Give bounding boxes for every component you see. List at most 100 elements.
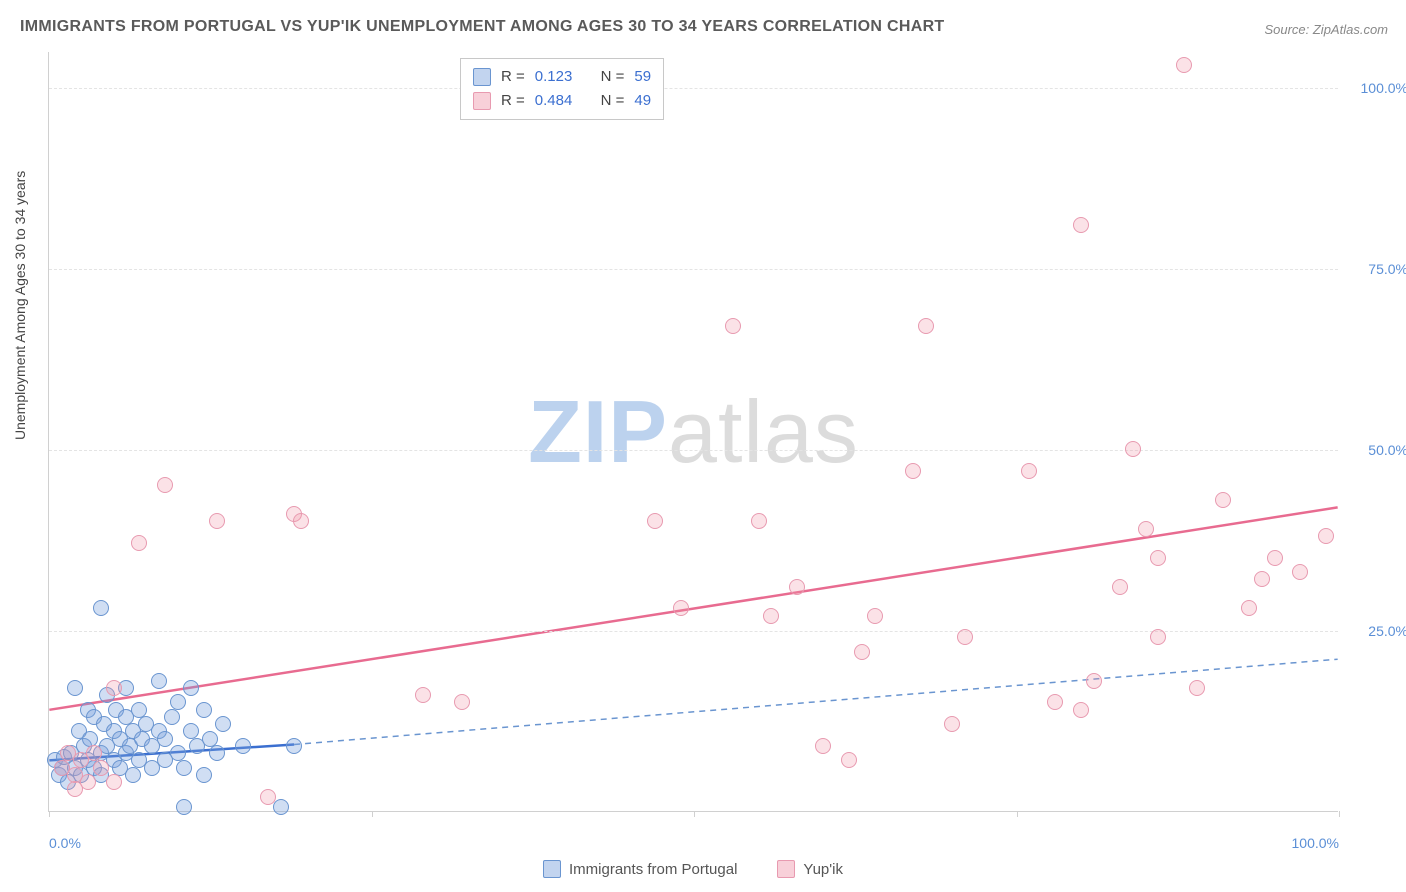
trend-line [294, 659, 1338, 744]
trend-lines [49, 52, 1338, 811]
data-point [1215, 492, 1231, 508]
r-label: R = [501, 89, 525, 113]
data-point [293, 513, 309, 529]
data-point [1292, 564, 1308, 580]
data-point [454, 694, 470, 710]
data-point [176, 760, 192, 776]
data-point [415, 687, 431, 703]
swatch-portugal [473, 68, 491, 86]
data-point [209, 745, 225, 761]
correlation-row-yupik: R = 0.484 N = 49 [473, 89, 651, 113]
n-label: N = [601, 89, 625, 113]
data-point [1125, 441, 1141, 457]
source-attribution: Source: ZipAtlas.com [1264, 22, 1388, 37]
data-point [647, 513, 663, 529]
data-point [1176, 57, 1192, 73]
data-point [196, 767, 212, 783]
data-point [131, 535, 147, 551]
data-point [1073, 217, 1089, 233]
watermark-atlas: atlas [668, 382, 859, 481]
x-tick [694, 811, 695, 817]
legend-swatch-yupik [777, 860, 795, 878]
data-point [1254, 571, 1270, 587]
data-point [815, 738, 831, 754]
trend-line [49, 507, 1337, 709]
data-point [183, 680, 199, 696]
correlation-row-portugal: R = 0.123 N = 59 [473, 65, 651, 89]
data-point [1047, 694, 1063, 710]
data-point [1112, 579, 1128, 595]
gridline [49, 88, 1338, 89]
n-label: N = [601, 65, 625, 89]
r-value-yupik: 0.484 [535, 89, 573, 113]
data-point [1021, 463, 1037, 479]
y-tick-label: 25.0% [1348, 623, 1406, 639]
x-tick-label: 100.0% [1292, 835, 1339, 851]
gridline [49, 269, 1338, 270]
series-legend: Immigrants from Portugal Yup'ik [48, 860, 1338, 878]
data-point [106, 680, 122, 696]
chart-title: IMMIGRANTS FROM PORTUGAL VS YUP'IK UNEMP… [20, 18, 945, 36]
data-point [854, 644, 870, 660]
plot-area: ZIPatlas 25.0%50.0%75.0%100.0%0.0%100.0% [48, 52, 1338, 812]
x-tick [49, 811, 50, 817]
gridline [49, 450, 1338, 451]
data-point [157, 731, 173, 747]
r-value-portugal: 0.123 [535, 65, 573, 89]
swatch-yupik [473, 92, 491, 110]
data-point [170, 694, 186, 710]
data-point [918, 318, 934, 334]
y-axis-label: Unemployment Among Ages 30 to 34 years [12, 171, 28, 440]
data-point [286, 738, 302, 754]
data-point [1150, 550, 1166, 566]
data-point [763, 608, 779, 624]
data-point [1138, 521, 1154, 537]
data-point [673, 600, 689, 616]
data-point [957, 629, 973, 645]
legend-item-portugal: Immigrants from Portugal [543, 860, 737, 878]
data-point [215, 716, 231, 732]
data-point [260, 789, 276, 805]
data-point [151, 673, 167, 689]
x-tick [372, 811, 373, 817]
data-point [209, 513, 225, 529]
data-point [196, 702, 212, 718]
data-point [273, 799, 289, 815]
legend-item-yupik: Yup'ik [777, 860, 843, 878]
gridline [49, 631, 1338, 632]
legend-label-portugal: Immigrants from Portugal [569, 861, 737, 878]
x-tick [1339, 811, 1340, 817]
data-point [841, 752, 857, 768]
data-point [106, 774, 122, 790]
r-label: R = [501, 65, 525, 89]
y-tick-label: 50.0% [1348, 442, 1406, 458]
data-point [725, 318, 741, 334]
x-tick [1017, 811, 1018, 817]
data-point [164, 709, 180, 725]
data-point [93, 600, 109, 616]
data-point [1086, 673, 1102, 689]
data-point [82, 731, 98, 747]
data-point [944, 716, 960, 732]
data-point [1150, 629, 1166, 645]
y-tick-label: 100.0% [1348, 80, 1406, 96]
data-point [867, 608, 883, 624]
data-point [67, 680, 83, 696]
data-point [751, 513, 767, 529]
data-point [1189, 680, 1205, 696]
correlation-legend: R = 0.123 N = 59 R = 0.484 N = 49 [460, 58, 664, 120]
data-point [789, 579, 805, 595]
n-value-yupik: 49 [634, 89, 651, 113]
data-point [1073, 702, 1089, 718]
x-tick-label: 0.0% [49, 835, 81, 851]
data-point [176, 799, 192, 815]
data-point [80, 774, 96, 790]
data-point [157, 477, 173, 493]
y-tick-label: 75.0% [1348, 261, 1406, 277]
watermark: ZIPatlas [528, 381, 859, 483]
watermark-zip: ZIP [528, 382, 668, 481]
n-value-portugal: 59 [634, 65, 651, 89]
data-point [1318, 528, 1334, 544]
data-point [235, 738, 251, 754]
data-point [1241, 600, 1257, 616]
